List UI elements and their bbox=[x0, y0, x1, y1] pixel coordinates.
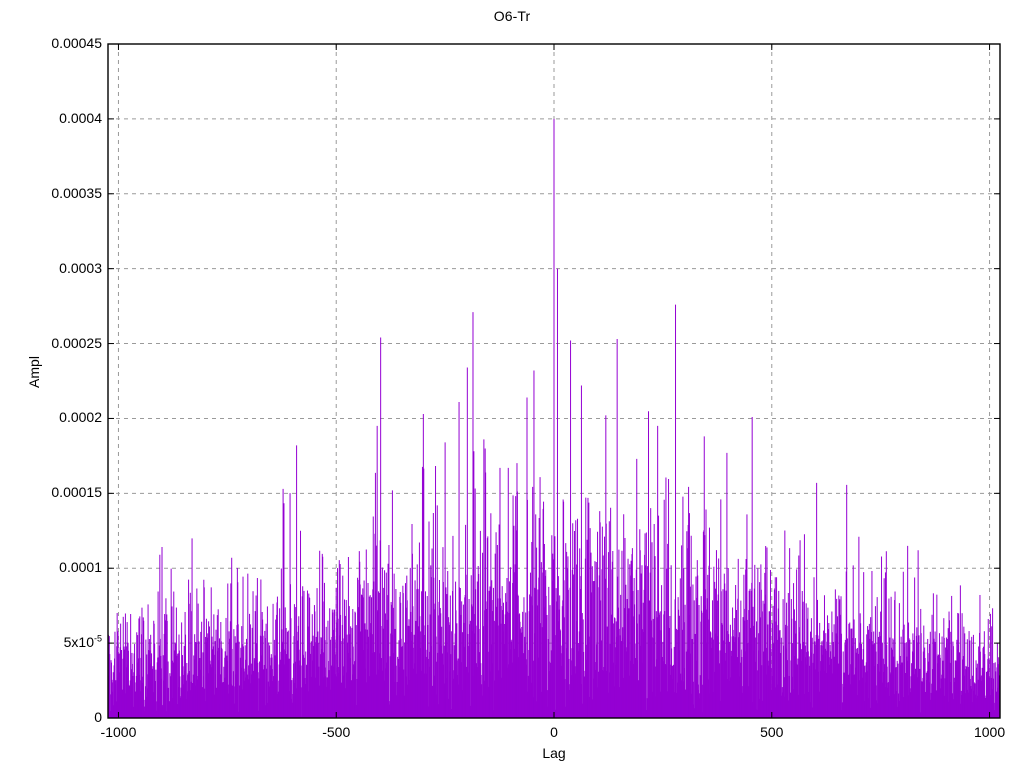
x-axis-label: Lag bbox=[542, 745, 566, 761]
y-tick-exponent: -5 bbox=[93, 633, 102, 644]
y-tick-label: 0.0003 bbox=[59, 259, 102, 276]
y-tick-label: 0 bbox=[94, 709, 102, 725]
x-tick-label: -500 bbox=[322, 724, 351, 740]
impulse-series bbox=[107, 118, 1001, 718]
y-tick-label: 0.00025 bbox=[51, 334, 102, 351]
y-tick-label: 0.0002 bbox=[59, 409, 102, 426]
x-tick-label: 500 bbox=[760, 724, 784, 740]
chart-title: O6-Tr bbox=[493, 8, 531, 24]
x-tick-label: 1000 bbox=[973, 724, 1006, 740]
y-tick-label: 0.00035 bbox=[51, 184, 102, 201]
x-tick-label: 0 bbox=[550, 724, 558, 740]
plot-border bbox=[107, 43, 1001, 719]
y-tick-label: 0.00015 bbox=[51, 484, 102, 501]
y-tick-label: 0.0001 bbox=[59, 559, 102, 576]
y-tick-label: 0.00045 bbox=[51, 35, 102, 51]
y-tick-label: 5x10-5 bbox=[63, 633, 102, 651]
y-tick-label: 0.0004 bbox=[59, 109, 102, 126]
x-tick-label: -1000 bbox=[100, 724, 137, 740]
